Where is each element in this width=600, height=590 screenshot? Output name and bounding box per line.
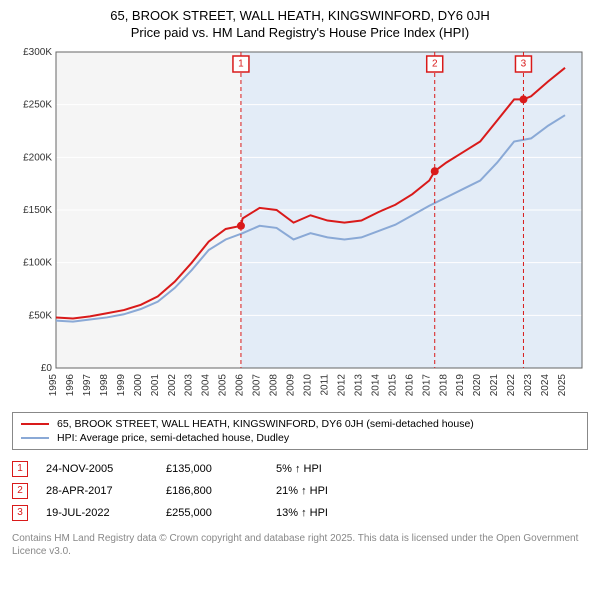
title-line1: 65, BROOK STREET, WALL HEATH, KINGSWINFO… [110,8,489,23]
event-price: £255,000 [166,507,276,519]
title-line2: Price paid vs. HM Land Registry's House … [131,25,469,40]
svg-text:2024: 2024 [540,373,551,396]
svg-text:2006: 2006 [235,373,246,396]
svg-text:2005: 2005 [218,373,229,396]
event-pct: 13% ↑ HPI [276,507,396,519]
svg-text:£200K: £200K [23,152,52,163]
svg-text:£0: £0 [41,363,53,374]
svg-text:2001: 2001 [150,373,161,396]
event-point-2 [431,167,439,175]
event-marker: 3 [12,505,28,521]
event-date: 19-JUL-2022 [46,507,166,519]
svg-text:1997: 1997 [82,373,93,396]
event-num-3: 3 [521,58,527,69]
svg-text:2025: 2025 [557,373,568,396]
svg-text:2010: 2010 [303,373,314,396]
legend: 65, BROOK STREET, WALL HEATH, KINGSWINFO… [12,412,588,450]
svg-text:2022: 2022 [506,373,517,396]
chart-area: £0 £50K £100K £150K £200K £250K £300K 1995 1996 1… [12,46,588,406]
event-row: 2 28-APR-2017£186,80021% ↑ HPI [12,480,588,502]
svg-text:2017: 2017 [421,373,432,396]
svg-text:1998: 1998 [99,373,110,396]
svg-text:2016: 2016 [404,373,415,396]
svg-text:2014: 2014 [370,373,381,396]
svg-text:2000: 2000 [133,373,144,396]
svg-text:2013: 2013 [353,373,364,396]
legend-item: HPI: Average price, semi-detached house,… [21,431,579,445]
disclaimer-text: Contains HM Land Registry data © Crown c… [12,532,588,558]
svg-text:£300K: £300K [23,47,52,58]
svg-text:2015: 2015 [387,373,398,396]
event-date: 28-APR-2017 [46,485,166,497]
svg-text:£250K: £250K [23,99,52,110]
event-point-3 [519,95,527,103]
legend-item: 65, BROOK STREET, WALL HEATH, KINGSWINFO… [21,417,579,431]
svg-text:1996: 1996 [65,373,76,396]
event-row: 1 24-NOV-2005£135,0005% ↑ HPI [12,458,588,480]
event-pct: 21% ↑ HPI [276,485,396,497]
svg-text:£100K: £100K [23,257,52,268]
svg-text:2011: 2011 [319,373,330,395]
event-price: £186,800 [166,485,276,497]
event-price: £135,000 [166,463,276,475]
event-date: 24-NOV-2005 [46,463,166,475]
svg-text:2023: 2023 [523,373,534,396]
svg-text:2008: 2008 [269,373,280,396]
chart-title: 65, BROOK STREET, WALL HEATH, KINGSWINFO… [12,8,588,42]
svg-text:2003: 2003 [184,373,195,396]
legend-swatch [21,437,49,439]
legend-label: 65, BROOK STREET, WALL HEATH, KINGSWINFO… [57,418,474,430]
line-chart-svg: £0 £50K £100K £150K £200K £250K £300K 1995 1996 1… [12,46,588,406]
svg-text:2002: 2002 [167,373,178,396]
event-row: 3 19-JUL-2022£255,00013% ↑ HPI [12,502,588,524]
event-list: 1 24-NOV-2005£135,0005% ↑ HPI 2 28-APR-2017… [12,458,588,524]
svg-text:£150K: £150K [23,205,52,216]
svg-text:1999: 1999 [116,373,127,396]
event-marker: 2 [12,483,28,499]
svg-text:2004: 2004 [201,373,212,396]
svg-text:2007: 2007 [252,373,263,396]
event-marker: 1 [12,461,28,477]
svg-text:2018: 2018 [438,373,449,396]
event-num-2: 2 [432,58,438,69]
legend-label: HPI: Average price, semi-detached house,… [57,432,289,444]
legend-swatch [21,423,49,425]
svg-text:2019: 2019 [455,373,466,396]
svg-text:2021: 2021 [489,373,500,396]
svg-text:2020: 2020 [472,373,483,396]
svg-text:£50K: £50K [29,310,53,321]
svg-text:1995: 1995 [48,373,59,396]
event-num-1: 1 [238,58,244,69]
svg-text:2012: 2012 [336,373,347,396]
event-pct: 5% ↑ HPI [276,463,396,475]
svg-text:2009: 2009 [286,373,297,396]
event-point-1 [237,222,245,230]
